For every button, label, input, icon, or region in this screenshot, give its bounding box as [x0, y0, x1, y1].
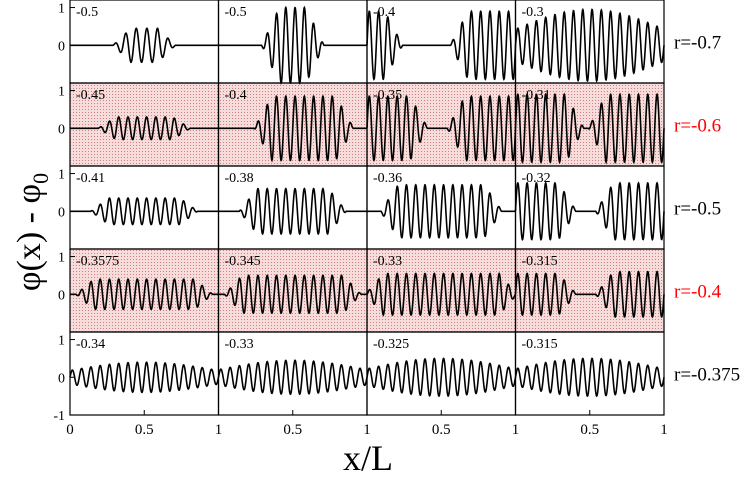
panel-parameter-label: -0.34 — [76, 337, 105, 352]
row-parameter-label: r=-0.5 — [674, 199, 721, 220]
panel-curve — [218, 187, 367, 236]
y-tick-label: 1 — [58, 251, 65, 266]
x-tick-label: 0.5 — [580, 422, 599, 438]
panel-parameter-label: -0.36 — [373, 171, 402, 186]
x-tick-label: 0.5 — [283, 422, 302, 438]
panel-labels: -0.5 -0.5 -0.4 -0.3 -0.45 -0.4 -0.35 -0.31 -0.41… — [76, 5, 558, 352]
panel-curve — [514, 357, 665, 398]
y-axis-ticks: 1 0 1 0 1 0 1 0 1 0 -1 — [53, 2, 75, 424]
panel-parameter-label: -0.33 — [373, 254, 402, 269]
y-tick-label: 0 — [58, 39, 65, 54]
order-parameter-curves — [69, 5, 665, 398]
x-tick-label: 1 — [363, 422, 371, 438]
panel-parameter-label: -0.33 — [225, 337, 254, 352]
y-axis-label-subscript: 0 — [28, 173, 53, 184]
row-parameter-label: r=-0.375 — [674, 365, 740, 386]
panel-parameter-label: -0.35 — [373, 88, 402, 103]
panel-curve — [367, 183, 516, 240]
y-tick-label: 1 — [58, 85, 65, 100]
y-axis-label: φ(x) - φ0 — [11, 173, 53, 291]
x-tick-label: 0 — [66, 422, 74, 438]
panel-curve — [514, 7, 665, 83]
x-axis-label: x/L — [343, 438, 393, 477]
panel-curve — [366, 9, 517, 81]
y-tick-label: 0 — [58, 122, 65, 137]
x-tick-label: 1 — [215, 422, 223, 438]
panel-curve — [514, 181, 665, 242]
y-tick-label: -1 — [53, 409, 65, 424]
panel-parameter-label: -0.325 — [373, 337, 409, 352]
panel-curve — [218, 94, 367, 163]
x-axis-ticks: 0 0.5 1 0.5 1 0.5 1 0.5 1 — [66, 410, 668, 438]
panel-curve — [366, 357, 517, 398]
panel-curve — [514, 270, 665, 319]
row-parameter-label: r=-0.7 — [674, 33, 721, 54]
panel-curve — [70, 278, 219, 311]
x-tick-label: 1 — [660, 422, 668, 438]
x-tick-label: 1 — [512, 422, 520, 438]
panel-curve — [217, 359, 368, 396]
y-tick-label: 1 — [58, 334, 65, 349]
panel-parameter-label: -0.31 — [522, 88, 551, 103]
y-tick-label: 0 — [58, 205, 65, 220]
panel-parameter-label: -0.45 — [76, 88, 105, 103]
panel-parameter-label: -0.4 — [225, 88, 247, 103]
y-tick-label: 1 — [58, 168, 65, 183]
panel-parameter-label: -0.3 — [522, 5, 544, 20]
panel-parameter-label: -0.3575 — [76, 254, 119, 269]
row-parameter-label: r=-0.6 — [674, 116, 721, 137]
panel-parameter-label: -0.38 — [225, 171, 254, 186]
y-tick-label: 1 — [58, 2, 65, 17]
panel-curve — [70, 197, 219, 226]
y-tick-label: 0 — [58, 371, 65, 386]
panel-frames — [69, 0, 665, 416]
panel-parameter-label: -0.5 — [225, 5, 247, 20]
row-labels: r=-0.7 r=-0.6 r=-0.5 r=-0.4 r=-0.375 — [674, 33, 740, 386]
panel-curve — [70, 27, 219, 64]
panel-parameter-label: -0.4 — [373, 5, 395, 20]
panel-parameter-label: -0.5 — [76, 5, 98, 20]
y-axis-label-main: φ(x) - φ — [11, 184, 48, 291]
x-tick-label: 0.5 — [432, 422, 451, 438]
panel-curve — [366, 271, 517, 317]
panel-curve — [366, 94, 517, 162]
panel-parameter-label: -0.32 — [522, 171, 551, 186]
panel-curve — [70, 116, 219, 141]
panel-curve — [514, 92, 665, 165]
panel-curve — [218, 5, 367, 85]
panel-parameter-label: -0.345 — [225, 254, 261, 269]
panel-curve — [69, 361, 220, 394]
panel-curve — [218, 274, 367, 315]
row-parameter-label: r=-0.4 — [674, 282, 722, 303]
panel-parameter-label: -0.315 — [522, 254, 558, 269]
y-tick-label: 0 — [58, 288, 65, 303]
panel-parameter-label: -0.315 — [522, 337, 558, 352]
panel-parameter-label: -0.41 — [76, 171, 105, 186]
x-tick-label: 0.5 — [135, 422, 154, 438]
